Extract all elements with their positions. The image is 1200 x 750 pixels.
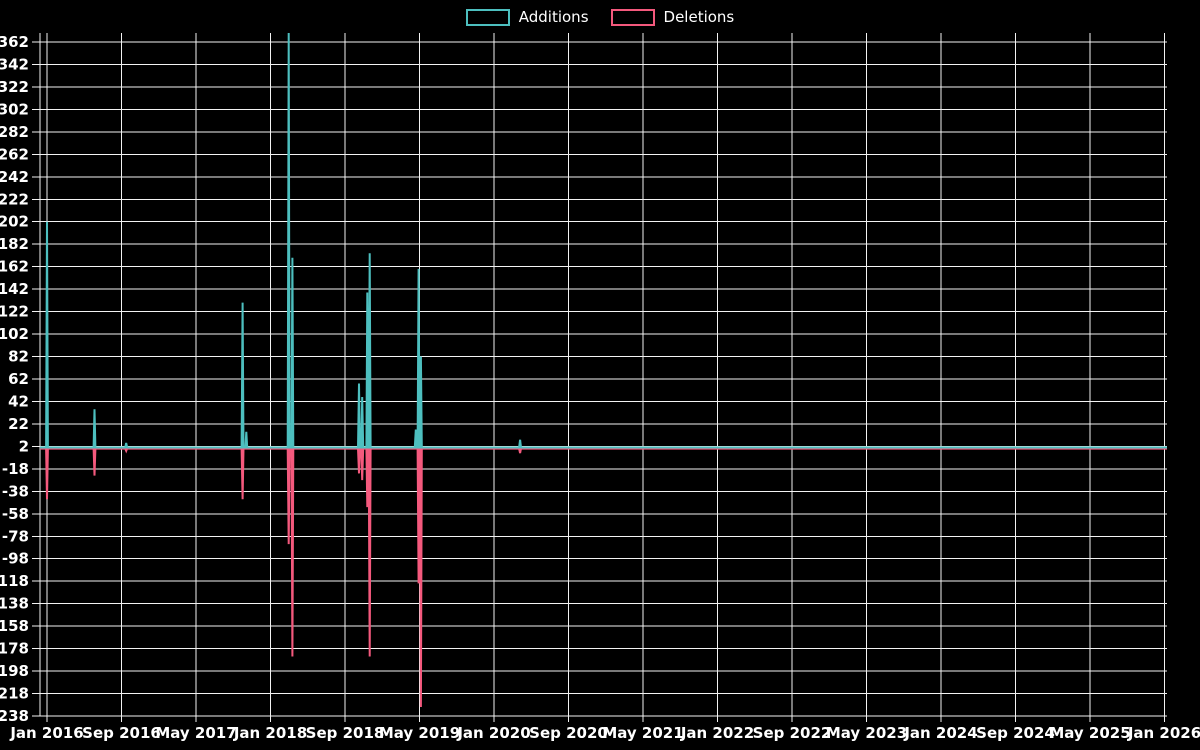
x-tick-label: Jan 2022	[680, 724, 754, 742]
y-tick-label: -118	[0, 572, 29, 590]
x-tick-label: Jan 2020	[456, 724, 530, 742]
x-tick-label: Sep 2024	[976, 724, 1055, 742]
legend-item-deletions[interactable]: Deletions	[610, 7, 735, 27]
x-tick-label: Jan 2026	[1127, 724, 1200, 742]
y-tick-label: 62	[8, 370, 29, 388]
x-tick-label: May 2019	[379, 724, 460, 742]
y-tick-label: 162	[0, 258, 29, 276]
y-tick-label: 182	[0, 235, 29, 253]
deletions-swatch-icon	[610, 8, 655, 26]
y-tick-label: 42	[8, 392, 29, 410]
chart-legend: Additions Deletions	[0, 7, 1200, 27]
y-tick-label: -218	[0, 685, 29, 703]
legend-label-additions: Additions	[518, 8, 589, 26]
y-tick-label: 122	[0, 303, 29, 321]
x-tick-label: Sep 2016	[82, 724, 161, 742]
x-tick-label: Jan 2016	[9, 724, 83, 742]
y-tick-label: -78	[2, 527, 29, 545]
y-tick-label: 302	[0, 100, 29, 118]
y-tick-label: 282	[0, 123, 29, 141]
legend-item-additions[interactable]: Additions	[465, 7, 589, 27]
y-tick-label: -138	[0, 595, 29, 613]
y-tick-label: 322	[0, 78, 29, 96]
x-tick-label: Jan 2024	[903, 724, 977, 742]
x-tick-label: Sep 2022	[753, 724, 832, 742]
y-tick-label: 102	[0, 325, 29, 343]
y-tick-label: -178	[0, 640, 29, 658]
y-tick-label: 202	[0, 213, 29, 231]
y-tick-label: -198	[0, 662, 29, 680]
series-additions-line	[40, 32, 1167, 449]
y-tick-label: 142	[0, 280, 29, 298]
y-tick-label: -158	[0, 617, 29, 635]
y-tick-label: 222	[0, 190, 29, 208]
y-tick-label: -58	[2, 505, 29, 523]
additions-swatch-icon	[465, 8, 510, 26]
x-tick-label: May 2025	[1049, 724, 1130, 742]
y-tick-label: -18	[2, 460, 29, 478]
x-tick-label: May 2023	[826, 724, 907, 742]
y-tick-label: 22	[8, 415, 29, 433]
series-deletions-line	[40, 447, 1167, 708]
y-tick-label: 342	[0, 55, 29, 73]
y-tick-label: -38	[2, 482, 29, 500]
x-tick-label: Jan 2018	[233, 724, 307, 742]
y-tick-label: -238	[0, 707, 29, 725]
y-tick-label: 82	[8, 348, 29, 366]
y-tick-label: -98	[2, 550, 29, 568]
x-tick-label: May 2021	[602, 724, 683, 742]
y-tick-label: 242	[0, 168, 29, 186]
x-tick-label: Sep 2020	[529, 724, 608, 742]
y-tick-label: 2	[19, 437, 29, 455]
y-tick-label: 262	[0, 145, 29, 163]
x-tick-label: Sep 2018	[306, 724, 385, 742]
y-tick-label: 362	[0, 33, 29, 51]
x-tick-label: May 2017	[155, 724, 236, 742]
legend-label-deletions: Deletions	[663, 8, 735, 26]
